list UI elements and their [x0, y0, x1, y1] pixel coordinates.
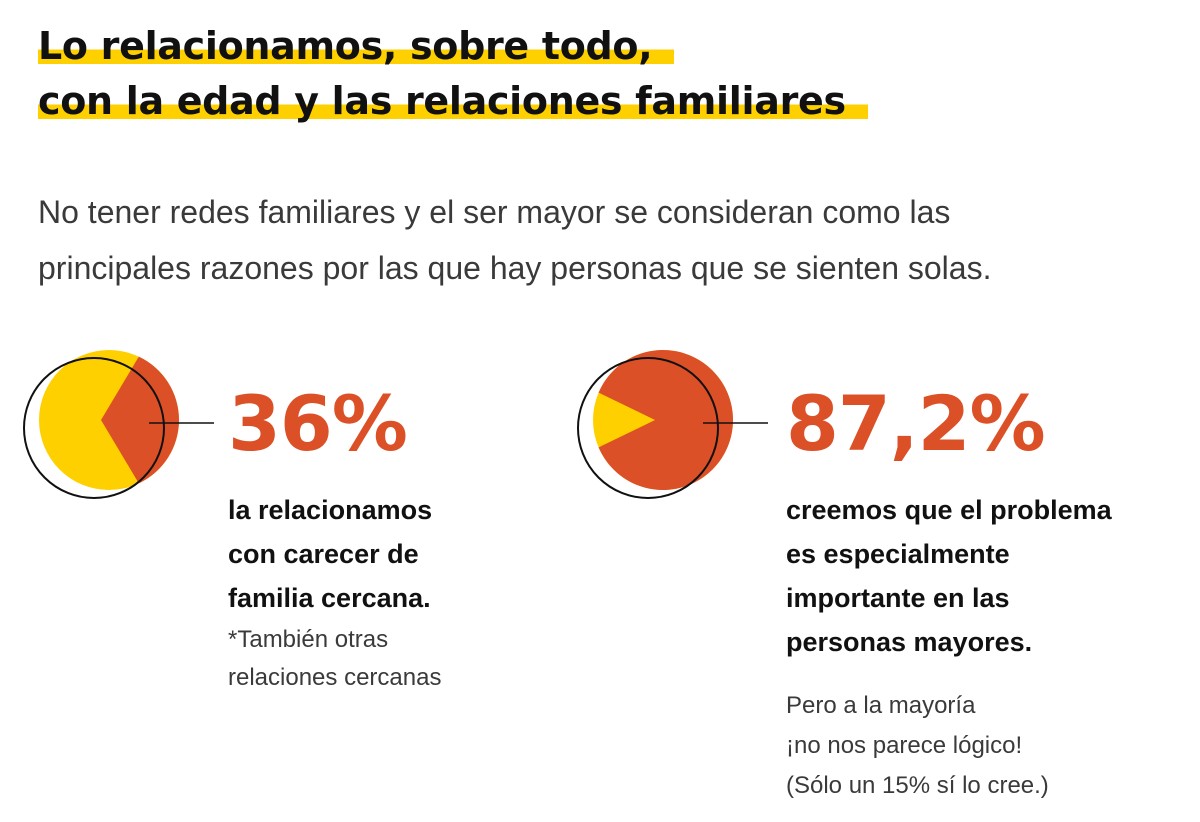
stat-note-line: *También otras	[228, 626, 389, 653]
pie-outline-ring	[23, 357, 165, 499]
stat-description-line: la relacionamos	[228, 495, 433, 525]
pie-chart-elderly	[577, 350, 768, 499]
title-line-2: con la edad y las relaciones familiares	[38, 77, 868, 125]
title-line-1: Lo relacionamos, sobre todo,	[38, 22, 675, 70]
stat-value-family: 36%	[228, 379, 408, 468]
pie-outline-ring	[577, 357, 719, 499]
stat-description-line: con carecer de	[228, 539, 419, 569]
stat-description-line: es especialmente	[786, 539, 1010, 569]
stat-description-line: personas mayores.	[786, 627, 1033, 657]
stat-note-line: relaciones cercanas	[228, 664, 442, 691]
stat-note-line: (Sólo un 15% sí lo cree.)	[786, 772, 1049, 799]
pie-chart-family	[23, 350, 214, 499]
subtitle-line-2: principales razones por las que hay pers…	[38, 250, 992, 286]
stat-description-line: creemos que el problema	[786, 495, 1112, 525]
stat-note-line: Pero a la mayoría	[786, 692, 976, 719]
stat-value-elderly: 87,2%	[786, 379, 1046, 468]
pie-slice-value	[598, 350, 733, 490]
stat-description-line: importante en las	[786, 583, 1010, 613]
stat-description-line: familia cercana.	[228, 583, 431, 613]
subtitle-line-1: No tener redes familiares y el ser mayor…	[38, 194, 951, 230]
stat-note-line: ¡no nos parece lógico!	[786, 732, 1023, 759]
